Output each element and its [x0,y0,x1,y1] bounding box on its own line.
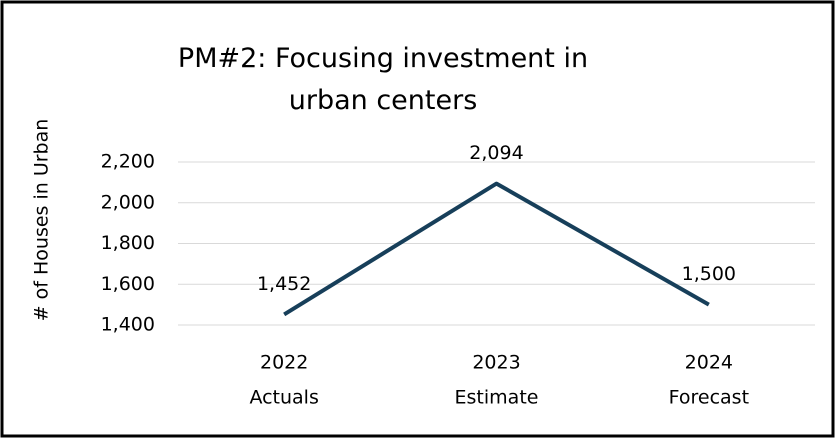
y-tick-label: 1,400 [101,314,155,336]
x-tick-label: Estimate [455,387,539,409]
y-tick-label: 1,600 [101,273,155,295]
y-axis-label: # of Houses in Urban [31,119,53,322]
chart-title: PM#2: Focusing investment in urban cente… [177,43,589,116]
x-tick-label: 2022 [260,352,308,374]
x-tick-label: Actuals [249,387,318,409]
x-tick-label: 2023 [472,352,520,374]
y-tick-label: 2,000 [101,191,155,213]
data-label: 1,500 [682,263,736,285]
x-tick-label: 2024 [685,352,733,374]
x-tick-label: Forecast [669,387,749,409]
y-tick-label: 1,800 [101,232,155,254]
line [283,181,710,317]
data-label: 1,452 [257,273,311,295]
data-label: 2,094 [469,142,523,164]
y-tick-label: 2,200 [101,151,155,173]
